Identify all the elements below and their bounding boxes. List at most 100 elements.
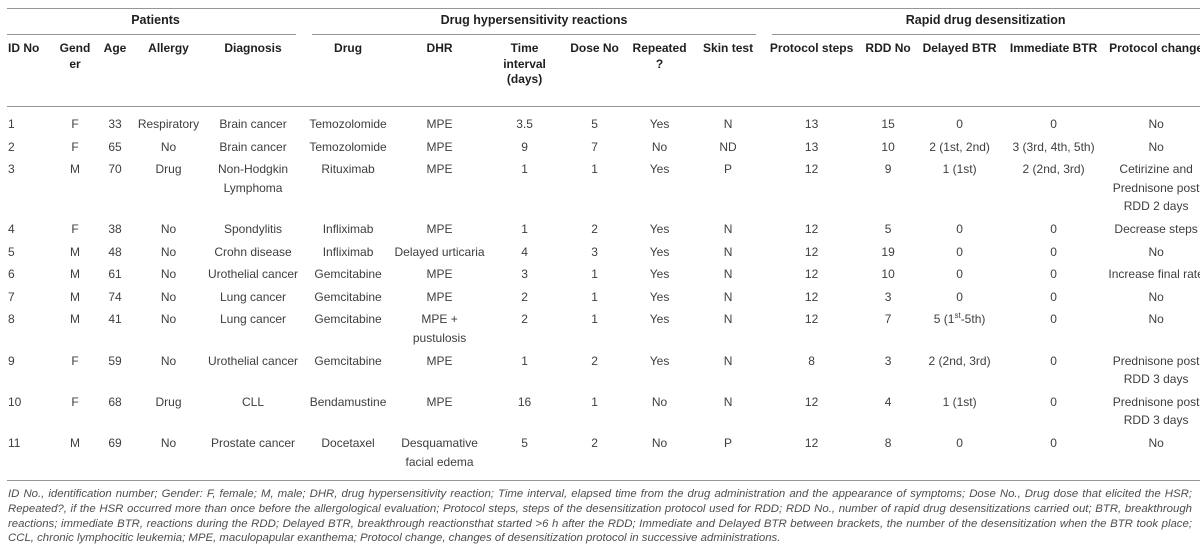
table-cell: M — [55, 432, 95, 482]
table-cell: 0 — [956, 117, 963, 131]
table-row: 11 M 69 No Prostate cancer Docetaxel Desquamat… — [7, 432, 1200, 482]
table-cell: 68 — [108, 394, 122, 409]
column-header-dhr: DHR — [392, 35, 488, 107]
table-cell: MPE — [426, 394, 453, 409]
table-cell: M — [70, 162, 80, 177]
table-cell: 7 — [591, 139, 598, 154]
table-cell: MPE — [426, 353, 453, 368]
table-cell: 2 — [562, 432, 628, 482]
table-cell: M — [70, 289, 80, 304]
column-header-gender: Gender — [55, 35, 95, 107]
table-cell: M — [70, 312, 80, 327]
table-cell: M — [70, 267, 80, 282]
column-header-row: ID No Gender Age Allergy Diagnosis Drug DHR Tim… — [7, 35, 1200, 107]
table-cell: 65 — [108, 139, 122, 154]
table-cell: 5 — [8, 244, 15, 259]
table-cell: Gemcitabine — [314, 267, 382, 282]
table-cell: 6 — [8, 267, 15, 282]
table-cell: 2 (2nd, 3rd) — [928, 353, 991, 368]
table-cell: Temozolomide — [309, 139, 387, 154]
table-cell: Drug — [155, 162, 182, 177]
table-cell: Yes — [649, 117, 670, 131]
table-row: 10 F 68 Drug CLL Bendamustine MPE 16 1 No N 12 4 1 (1… — [7, 392, 1200, 433]
table-cell: No — [1148, 139, 1164, 154]
table-cell: F — [71, 221, 79, 236]
table-cell: Gemcitabine — [314, 289, 382, 304]
table-cell: F — [71, 394, 79, 409]
column-header-dose-no: Dose No — [562, 35, 628, 107]
table-cell: Rituximab — [321, 162, 375, 177]
table-cell: Yes — [649, 312, 670, 327]
table-cell: CLL — [242, 394, 265, 409]
table-cell: 1 — [8, 117, 15, 131]
column-header-allergy: Allergy — [135, 35, 202, 107]
column-header-delayed-btr: Delayed BTR — [917, 35, 1003, 107]
table-cell: 2 (2nd, 3rd) — [1022, 162, 1085, 177]
table-cell: No — [651, 139, 668, 154]
table-cell: F — [71, 353, 79, 368]
table-cell: 4 — [521, 244, 528, 259]
table-cell: MPE + pustulosis — [412, 312, 467, 345]
table-cell: No — [627, 432, 693, 482]
column-header-drug: Drug — [304, 35, 393, 107]
table-cell: 0 — [1050, 312, 1057, 327]
table-cell: 69 — [95, 432, 135, 482]
table-cell: Infliximab — [322, 244, 374, 259]
table-cell: M — [70, 244, 80, 259]
table-cell: Bendamustine — [309, 394, 387, 409]
table-cell: 1 (1st) — [942, 394, 977, 409]
table-cell: No — [135, 432, 202, 482]
table-cell: 5 — [884, 221, 892, 236]
table-row: 5 M 48 No Crohn disease Infliximab Delayed urt… — [7, 242, 1200, 265]
table-cell: No — [651, 394, 668, 409]
table-cell: 3 — [591, 244, 598, 259]
table-cell: Increase final rate — [1108, 267, 1200, 282]
table-cell: 8 — [8, 312, 15, 327]
table-cell: F — [71, 139, 79, 154]
table-cell: 5 — [591, 117, 598, 131]
table-cell: N — [723, 312, 733, 327]
table-cell: 8 — [859, 432, 918, 482]
table-cell: Prostate cancer — [202, 432, 305, 482]
table-cell: 4 — [884, 394, 892, 409]
table-cell: No — [160, 221, 177, 236]
column-header-age: Age — [95, 35, 135, 107]
table-cell: No — [160, 139, 177, 154]
table-cell: 11 — [7, 432, 55, 482]
table-cell: Urothelial cancer — [208, 267, 299, 282]
table-cell: 3 (3rd, 4th, 5th) — [1012, 139, 1095, 154]
table-cell: N — [723, 267, 733, 282]
table-cell: Gemcitabine — [314, 312, 382, 327]
table-cell: 1 — [521, 353, 528, 368]
table-cell: 1 — [521, 221, 528, 236]
column-header-rdd-no: RDD No — [859, 35, 918, 107]
table-cell: 1 — [521, 162, 528, 177]
table-cell: 1 — [591, 312, 598, 327]
table-cell: 74 — [108, 289, 122, 304]
table-cell: 13 — [804, 117, 819, 131]
column-header-protocol-steps: Protocol steps — [764, 35, 860, 107]
column-header-protocol-change: Protocol change — [1105, 35, 1200, 107]
table-cell: 1 (1st) — [942, 162, 977, 177]
group-header-drug-hypersensitivity-reactions: Drug hypersensitivity reactions — [304, 9, 764, 36]
table-cell: Yes — [649, 267, 670, 282]
table-cell: 12 — [804, 289, 819, 304]
table-row: 7 M 74 No Lung cancer Gemcitabine MPE 2 1 Yes N 12 3… — [7, 287, 1200, 310]
group-header-patients: Patients — [7, 9, 304, 36]
table-cell: MPE — [426, 221, 453, 236]
column-header-immediate-btr: Immediate BTR — [1002, 35, 1106, 107]
table-cell: No — [160, 244, 177, 259]
table-cell: 5 — [487, 432, 563, 482]
table-cell: 0 — [1002, 432, 1106, 482]
table-row: 3 M 70 Drug Non-Hodgkin Lymphoma Rituximab MPE… — [7, 159, 1200, 219]
table-cell: 10 — [881, 139, 895, 154]
table-cell: MPE — [426, 117, 453, 131]
table-cell: 2 — [591, 221, 598, 236]
table-cell: Spondylitis — [224, 221, 283, 236]
table-cell: No — [1148, 117, 1164, 131]
table-cell: 16 — [517, 394, 532, 409]
table-cell: 9 — [8, 353, 15, 368]
table-cell: 33 — [108, 117, 122, 131]
table-cell: 41 — [108, 312, 122, 327]
